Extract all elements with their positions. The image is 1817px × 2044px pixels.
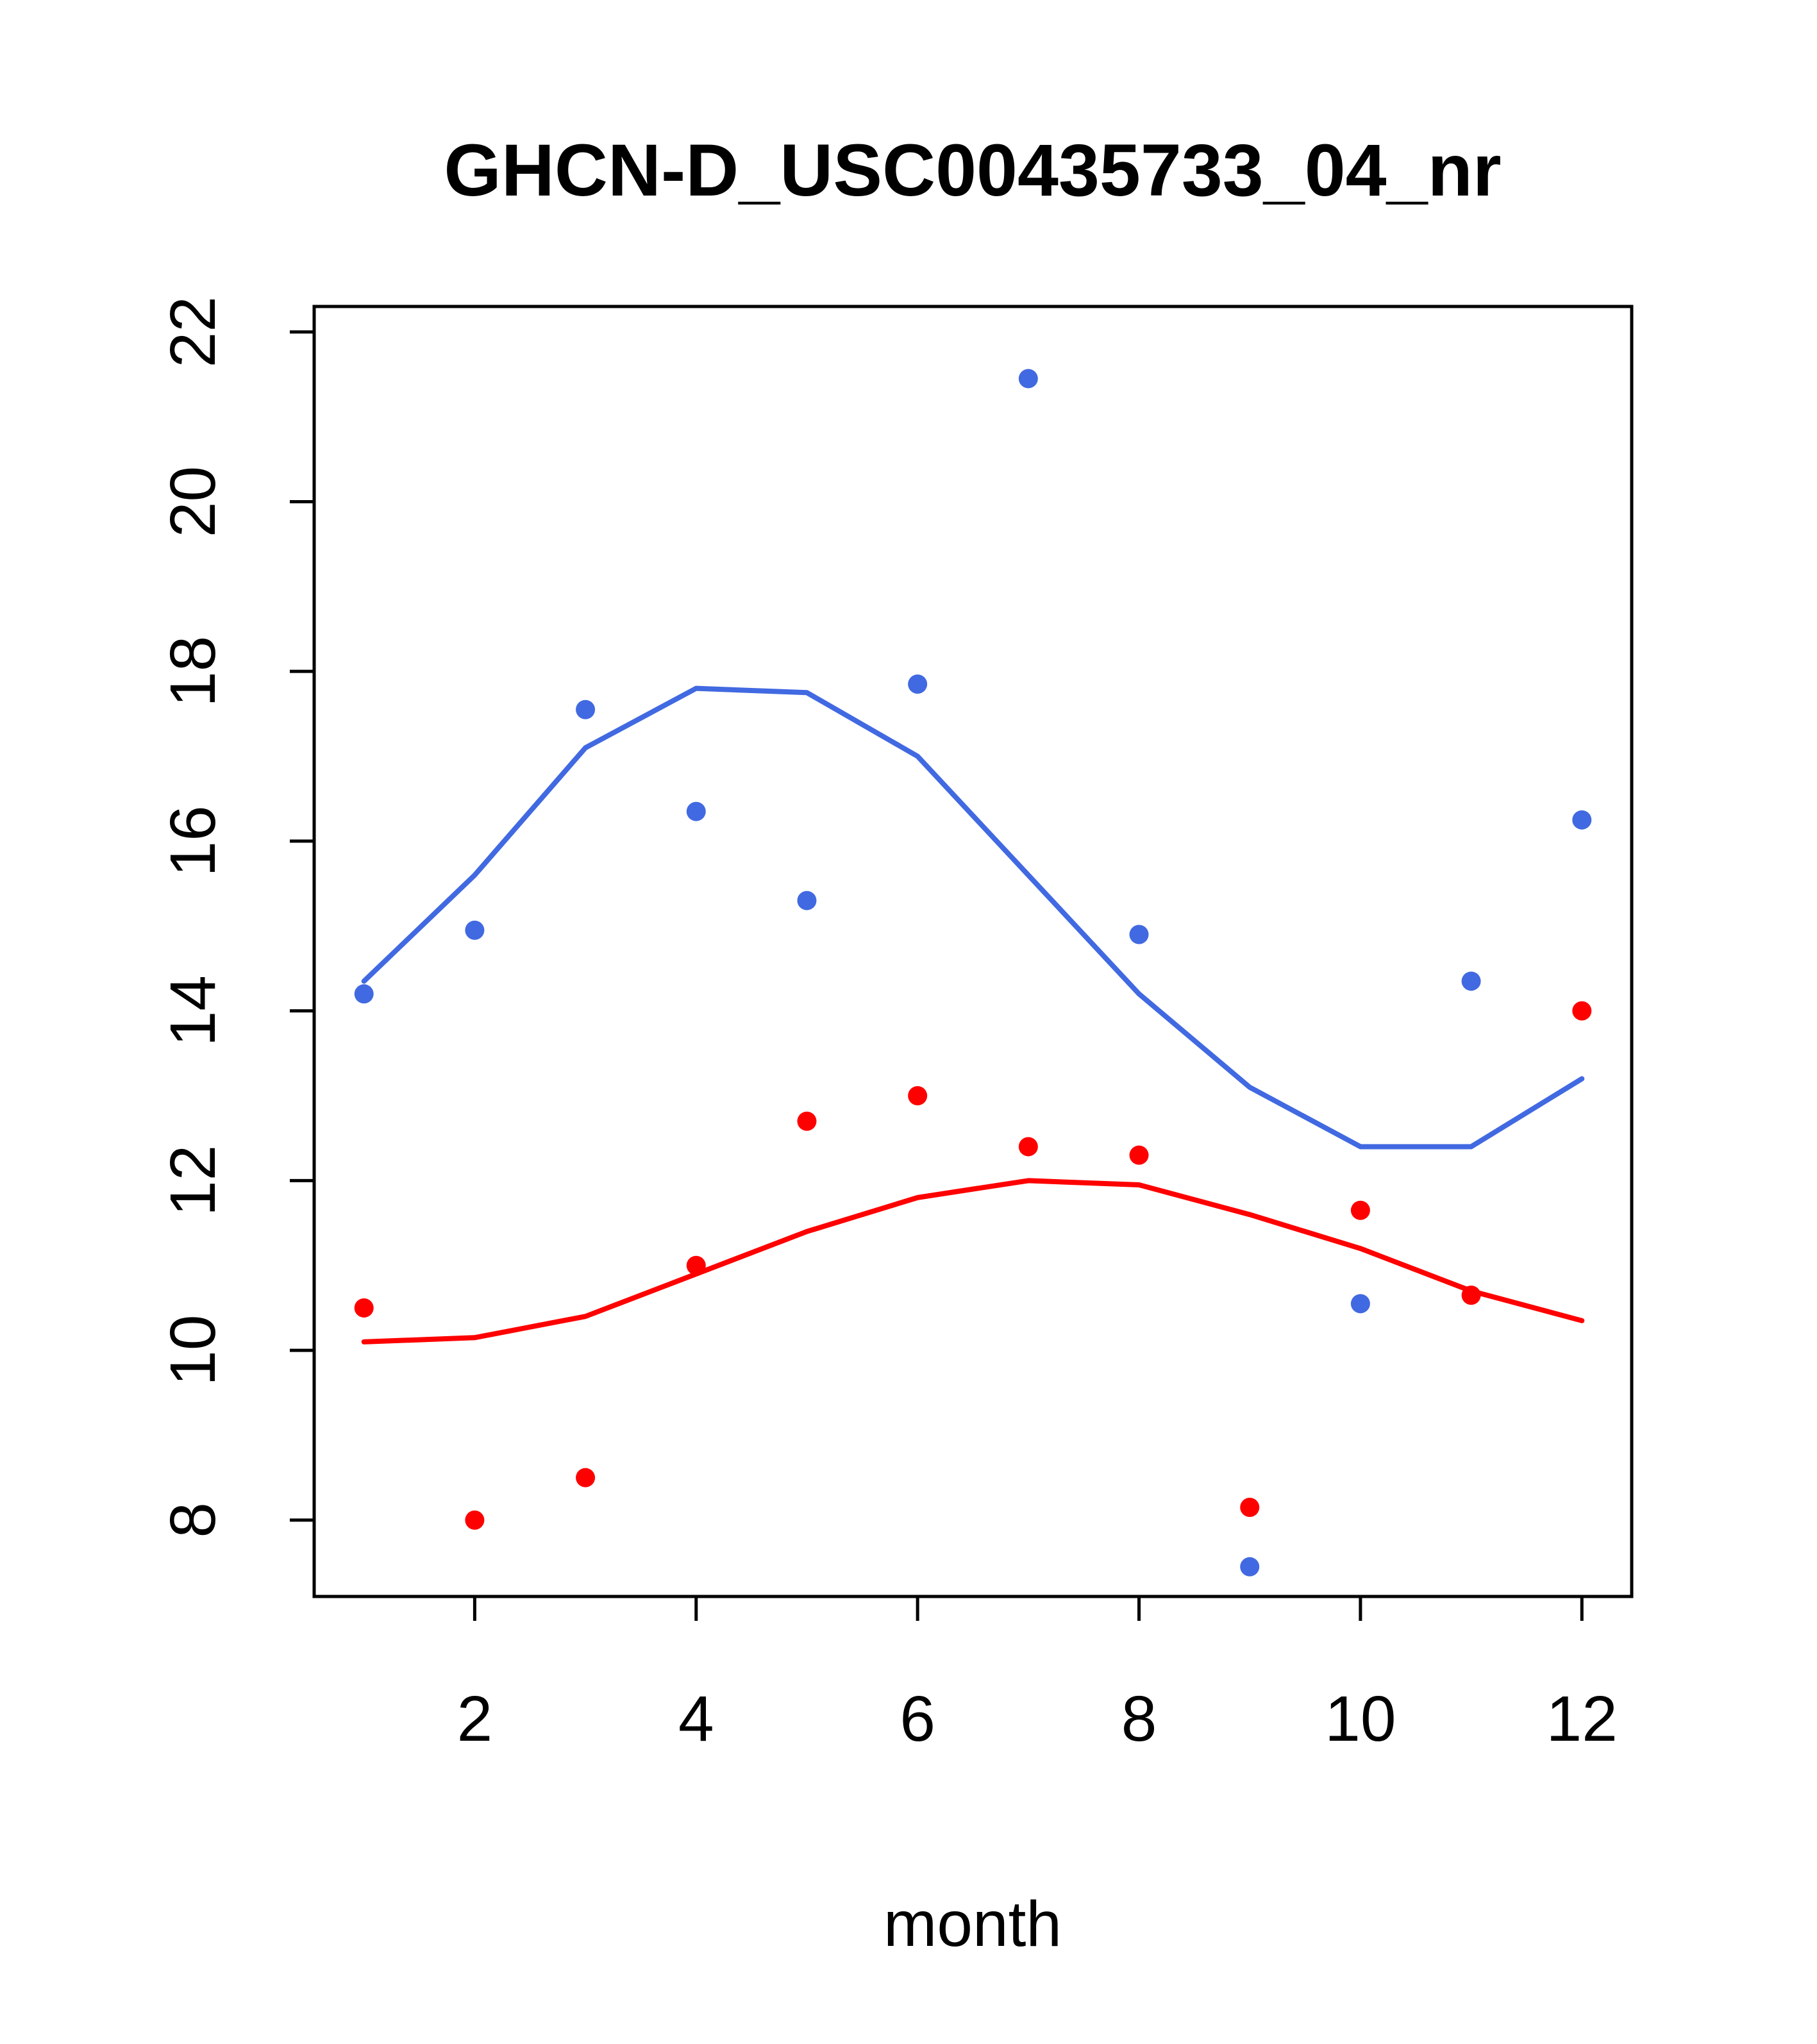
- x-axis-label: month: [883, 1888, 1062, 1960]
- red-points-dot: [1461, 1286, 1481, 1305]
- blue-smooth-line: [361, 685, 1585, 1150]
- blue-points-dot: [686, 801, 706, 821]
- chart-title: GHCN-D_USC00435733_04_nr: [444, 130, 1501, 212]
- y-tick-label: 10: [157, 1315, 229, 1386]
- x-tick-label: 8: [1121, 1683, 1157, 1755]
- blue-points-dot: [576, 699, 596, 719]
- blue-points-dot: [1350, 1294, 1370, 1314]
- blue-points-dot: [1018, 369, 1038, 389]
- blue-points-dot: [1129, 925, 1149, 944]
- blue-points-dot: [1461, 971, 1481, 991]
- red-points-dot: [465, 1510, 485, 1530]
- y-tick-label: 8: [157, 1502, 229, 1538]
- y-tick-label: 22: [157, 296, 229, 367]
- red-points-dot: [908, 1086, 928, 1106]
- red-points-dot: [1129, 1145, 1149, 1165]
- red-points-dot: [686, 1255, 706, 1275]
- x-tick-label: 10: [1325, 1683, 1396, 1755]
- blue-points-dot: [1572, 810, 1592, 830]
- blue-points-dot: [797, 891, 817, 910]
- y-tick-label: 20: [157, 466, 229, 537]
- red-points-dot: [1018, 1137, 1038, 1157]
- y-tick-label: 18: [157, 636, 229, 707]
- y-tick-label: 14: [157, 975, 229, 1046]
- plot-border: [312, 305, 1634, 1598]
- red-points-dot: [354, 1298, 374, 1318]
- x-tick-label: 4: [678, 1683, 714, 1755]
- red-points-dot: [1572, 1001, 1592, 1021]
- red-smooth-line: [361, 1178, 1585, 1345]
- blue-points-dot: [465, 920, 485, 940]
- x-tick-label: 2: [457, 1683, 493, 1755]
- x-tick-label: 12: [1546, 1683, 1618, 1755]
- blue-points-dot: [354, 984, 374, 1004]
- x-tick-label: 6: [900, 1683, 935, 1755]
- y-tick-label: 16: [157, 805, 229, 876]
- red-points-dot: [797, 1111, 817, 1131]
- y-tick-label: 12: [157, 1145, 229, 1216]
- blue-points-dot: [1240, 1557, 1260, 1577]
- red-points-dot: [1350, 1200, 1370, 1220]
- red-points-dot: [576, 1468, 596, 1487]
- blue-points-dot: [908, 674, 928, 694]
- red-points-dot: [1240, 1498, 1260, 1518]
